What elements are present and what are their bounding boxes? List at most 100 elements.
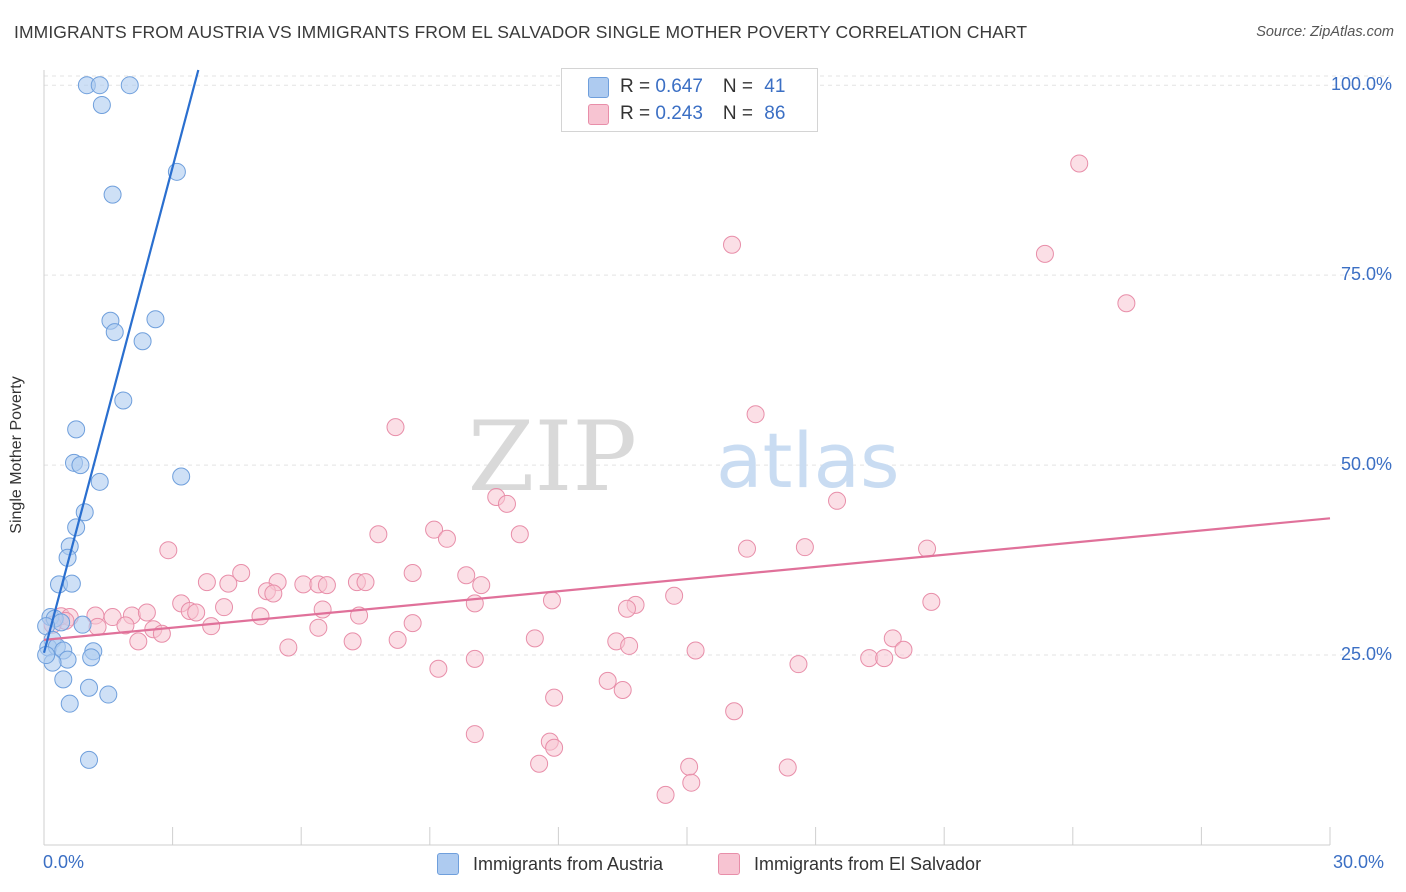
austria-point — [99, 685, 118, 704]
legend-n-label: N = — [722, 103, 759, 124]
elsalvador-point — [598, 671, 617, 690]
austria-point — [114, 391, 133, 410]
legend-r-label: R = — [620, 103, 656, 124]
austria-point — [90, 472, 109, 491]
elsalvador-point — [232, 563, 251, 582]
y-tick-label: 50.0% — [1340, 454, 1392, 475]
elsalvador-point — [682, 773, 701, 792]
elsalvador-point — [746, 405, 765, 424]
elsalvador-point — [403, 614, 422, 633]
trend-lines — [42, 69, 1331, 654]
bottom-legend-label-elsalvador: Immigrants from El Salvador — [754, 853, 982, 874]
bottom-legend-austria: Immigrants from Austria — [437, 852, 663, 876]
bottom-legend-label-austria: Immigrants from Austria — [473, 853, 664, 874]
elsalvador-point — [497, 494, 516, 513]
axes — [43, 70, 1331, 846]
elsalvador-point — [795, 538, 814, 557]
austria-point — [120, 76, 139, 95]
elsalvador-point — [883, 629, 902, 648]
elsalvador-point — [187, 603, 206, 622]
austria-point — [60, 694, 79, 713]
source-label: Source: ZipAtlas.com — [1256, 24, 1394, 40]
elsalvador-point — [1035, 244, 1054, 263]
austria-point — [80, 678, 99, 697]
elsalvador-point — [386, 418, 405, 437]
legend-n-label: N = — [722, 76, 759, 97]
elsalvador-point — [388, 630, 407, 649]
elsalvador-point — [457, 566, 476, 585]
elsalvador-point — [137, 603, 156, 622]
elsalvador-point — [369, 525, 388, 544]
elsalvador-point — [894, 640, 913, 659]
elsalvador-point — [918, 539, 937, 558]
elsalvador-point — [510, 525, 529, 544]
austria-point — [92, 95, 111, 114]
elsalvador-point — [202, 617, 221, 636]
elsalvador-point — [425, 520, 444, 539]
elsalvador-point — [429, 659, 448, 678]
elsalvador-point — [922, 592, 941, 611]
elsalvador-point — [343, 632, 362, 651]
elsalvador-point — [725, 702, 744, 721]
austria-point — [82, 648, 101, 667]
elsalvador-point — [686, 641, 705, 660]
elsalvador-point — [309, 618, 328, 637]
elsalvador-point — [613, 681, 632, 699]
elsalvador-point — [723, 235, 742, 254]
bottom-legend-elsalvador: Immigrants from El Salvador — [718, 852, 981, 876]
legend-swatch-elsalvador — [588, 103, 609, 125]
y-tick-label: 25.0% — [1340, 644, 1392, 665]
y-tick-label: 100.0% — [1330, 74, 1392, 95]
elsalvador-point — [264, 584, 283, 603]
austria-point — [37, 646, 56, 665]
elsalvador-point — [617, 599, 636, 618]
x-tick-label-min: 0.0% — [43, 852, 85, 872]
austria-point — [73, 615, 92, 634]
austria-point — [54, 670, 73, 689]
bottom-legend-swatch-austria — [437, 853, 459, 875]
elsalvador-point — [525, 629, 544, 648]
elsalvador-point — [88, 617, 107, 636]
austria-point — [172, 467, 191, 486]
elsalvador-point — [665, 586, 684, 605]
austria-point — [80, 750, 99, 769]
chart-title: IMMIGRANTS FROM AUSTRIA VS IMMIGRANTS FR… — [14, 22, 1028, 42]
watermark: ZIP atlas — [468, 401, 900, 513]
elsalvador-point — [875, 649, 894, 668]
elsalvador-point — [828, 491, 847, 510]
elsalvador-point — [159, 541, 178, 560]
legend-r-value-austria: 0.647 — [655, 76, 703, 97]
watermark-atlas: atlas — [716, 416, 900, 505]
elsalvador-point — [437, 529, 456, 548]
y-axis-label: Single Mother Poverty — [8, 376, 25, 534]
elsalvador-trend-line — [43, 517, 1331, 641]
elsalvador-point — [1070, 154, 1089, 173]
elsalvador-point — [738, 539, 757, 558]
elsalvador-point — [465, 649, 484, 668]
austria-point — [133, 332, 152, 351]
elsalvador-point — [465, 725, 484, 744]
elsalvador-point — [403, 563, 422, 582]
elsalvador-point — [530, 754, 549, 773]
elsalvador-point — [465, 594, 484, 613]
elsalvador-point — [545, 738, 564, 757]
elsalvador-point — [778, 758, 797, 777]
austria-points — [37, 76, 191, 769]
austria-point — [62, 574, 81, 593]
legend-n-value-elsalvador: 86 — [764, 103, 786, 124]
austria-point — [67, 420, 86, 439]
austria-point — [103, 185, 122, 204]
elsalvador-point — [860, 649, 879, 668]
y-tick-label: 75.0% — [1340, 264, 1392, 285]
elsalvador-point — [789, 655, 808, 674]
elsalvador-point — [656, 785, 675, 804]
elsalvador-point — [542, 591, 561, 610]
austria-point — [58, 650, 77, 669]
elsalvador-point — [1117, 294, 1136, 313]
austria-point — [52, 613, 71, 632]
elsalvador-point — [356, 573, 375, 592]
x-tick-label-max: 30.0% — [1333, 852, 1385, 872]
elsalvador-point — [116, 616, 135, 635]
elsalvador-point — [313, 600, 332, 619]
